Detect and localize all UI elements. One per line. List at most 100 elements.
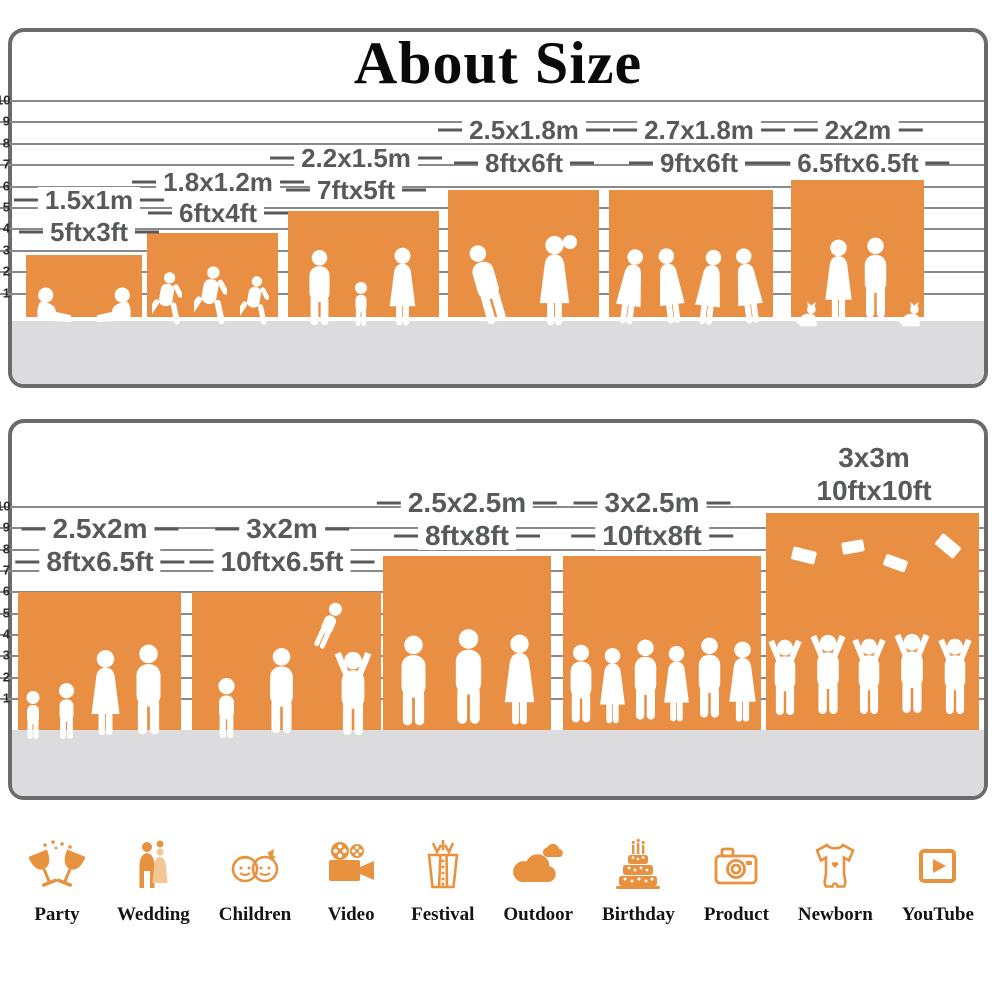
category-row: Party Wedding Children (26, 838, 974, 948)
category-youtube: YouTube (902, 838, 974, 926)
category-label: Product (703, 904, 769, 925)
size-rect (147, 233, 278, 326)
size-label-imperial: 10ftx6.5ft (213, 548, 351, 576)
size-rect (448, 190, 599, 326)
size-rect (563, 556, 761, 730)
size-label-imperial: 10ftx8ft (595, 522, 709, 550)
category-label: Children (218, 904, 292, 925)
axis-tick: 7 (2, 562, 10, 578)
birthday-icon (616, 838, 661, 889)
people-silhouette-dancers (613, 246, 766, 327)
axis-tick: 6 (2, 178, 10, 194)
size-label-imperial: 5ftx3ft (42, 219, 136, 245)
size-label-metric: 1.5x1m (37, 187, 141, 213)
axis-tick: 3 (2, 242, 10, 258)
axis-tick: 5 (2, 199, 10, 215)
axis-tick: 7 (2, 156, 10, 172)
size-label-metric: 2.7x1.8m (637, 117, 761, 143)
wedding-icon (139, 840, 168, 888)
floor (12, 321, 984, 384)
people-silhouette-family (309, 247, 416, 327)
party-icon (29, 840, 85, 887)
category-birthday: Birthday (602, 838, 675, 926)
size-rect (288, 211, 439, 327)
people-silhouette-kids-reading (37, 287, 131, 322)
axis-tick: 6 (2, 583, 10, 599)
page-title: About Size (353, 30, 643, 96)
axis-tick: 4 (2, 626, 10, 642)
people-silhouette-kids-running (152, 265, 269, 326)
size-panel-top: About Size 10 9 8 7 6 5 4 3 2 1 (0, 28, 988, 388)
category-newborn: Newborn (798, 838, 873, 926)
size-label-metric: 2.5x2m (45, 515, 155, 543)
children-icon (231, 849, 279, 883)
size-label-metric: 3x3m (831, 444, 917, 472)
size-rect (383, 556, 551, 730)
size-label-imperial: 8ftx8ft (417, 522, 517, 550)
size-label-metric: 2.5x2.5m (400, 489, 534, 517)
axis-tick: 8 (2, 135, 10, 151)
video-icon (329, 842, 375, 881)
newborn-icon (815, 843, 855, 888)
size-label-imperial: 6ftx4ft (171, 200, 265, 226)
people-silhouette-graduation (768, 533, 972, 715)
size-rect (766, 513, 979, 730)
category-label: Party (34, 904, 80, 925)
category-label: Newborn (797, 904, 873, 925)
category-video: Video (320, 838, 382, 926)
gridline (0, 100, 984, 102)
size-rect (26, 255, 142, 322)
size-rect (791, 180, 924, 327)
axis-tick: 3 (2, 647, 10, 663)
people-silhouette-group (570, 637, 756, 724)
outdoor-icon (513, 843, 564, 882)
people-silhouette-wedding (465, 235, 577, 326)
category-festival: Festival (411, 838, 474, 926)
axis-tick: 1 (2, 285, 10, 301)
size-rect (609, 190, 773, 327)
axis-tick: 1 (2, 690, 10, 706)
category-label: Video (327, 904, 375, 925)
category-party: Party (26, 838, 88, 926)
category-label: Birthday (602, 904, 675, 925)
axis-tick: 4 (2, 220, 10, 236)
size-label-metric: 1.8x1.2m (156, 169, 280, 195)
size-label-metric: 2.5x1.8m (462, 117, 586, 143)
size-rect (192, 592, 381, 738)
size-label-metric: 2x2m (817, 117, 899, 143)
floor (12, 730, 984, 796)
axis-tick: 9 (2, 519, 10, 535)
axis-tick: 8 (2, 541, 10, 557)
axis-tick: 5 (2, 605, 10, 621)
category-label: Wedding (116, 904, 190, 925)
category-label: YouTube (901, 904, 974, 925)
size-label-imperial: 7ftx5ft (309, 177, 403, 203)
people-silhouette-couple-dogs (795, 237, 920, 327)
size-label-imperial: 8ftx6.5ft (39, 548, 161, 576)
axis-tick: 2 (2, 263, 10, 279)
people-silhouette-three-adults (401, 629, 535, 726)
size-label-imperial: 6.5ftx6.5ft (790, 150, 926, 176)
category-product: Product (704, 838, 769, 926)
size-panel-bottom: 10 9 8 7 6 5 4 3 2 1 (0, 419, 988, 800)
size-label-imperial: 8ftx6ft (477, 150, 571, 176)
category-children: Children (218, 838, 292, 926)
size-label-metric: 2.2x1.5m (294, 145, 418, 171)
axis-tick: 2 (2, 669, 10, 685)
people-silhouette-family-playing (218, 600, 372, 738)
category-wedding: Wedding (117, 838, 190, 926)
size-label-imperial: 10ftx10ft (809, 477, 939, 505)
size-label-metric: 3x2m (239, 515, 325, 543)
people-silhouette-family-four (26, 644, 161, 739)
size-label-metric: 3x2.5m (597, 489, 707, 517)
product-icon (714, 847, 758, 885)
size-rect (18, 592, 181, 739)
axis-tick: 9 (2, 113, 10, 129)
category-label: Festival (411, 904, 475, 925)
size-label-imperial: 9ftx6ft (652, 150, 746, 176)
category-label: Outdoor (503, 904, 574, 925)
youtube-icon (918, 849, 956, 883)
gridline (0, 186, 984, 188)
category-outdoor: Outdoor (503, 838, 573, 926)
